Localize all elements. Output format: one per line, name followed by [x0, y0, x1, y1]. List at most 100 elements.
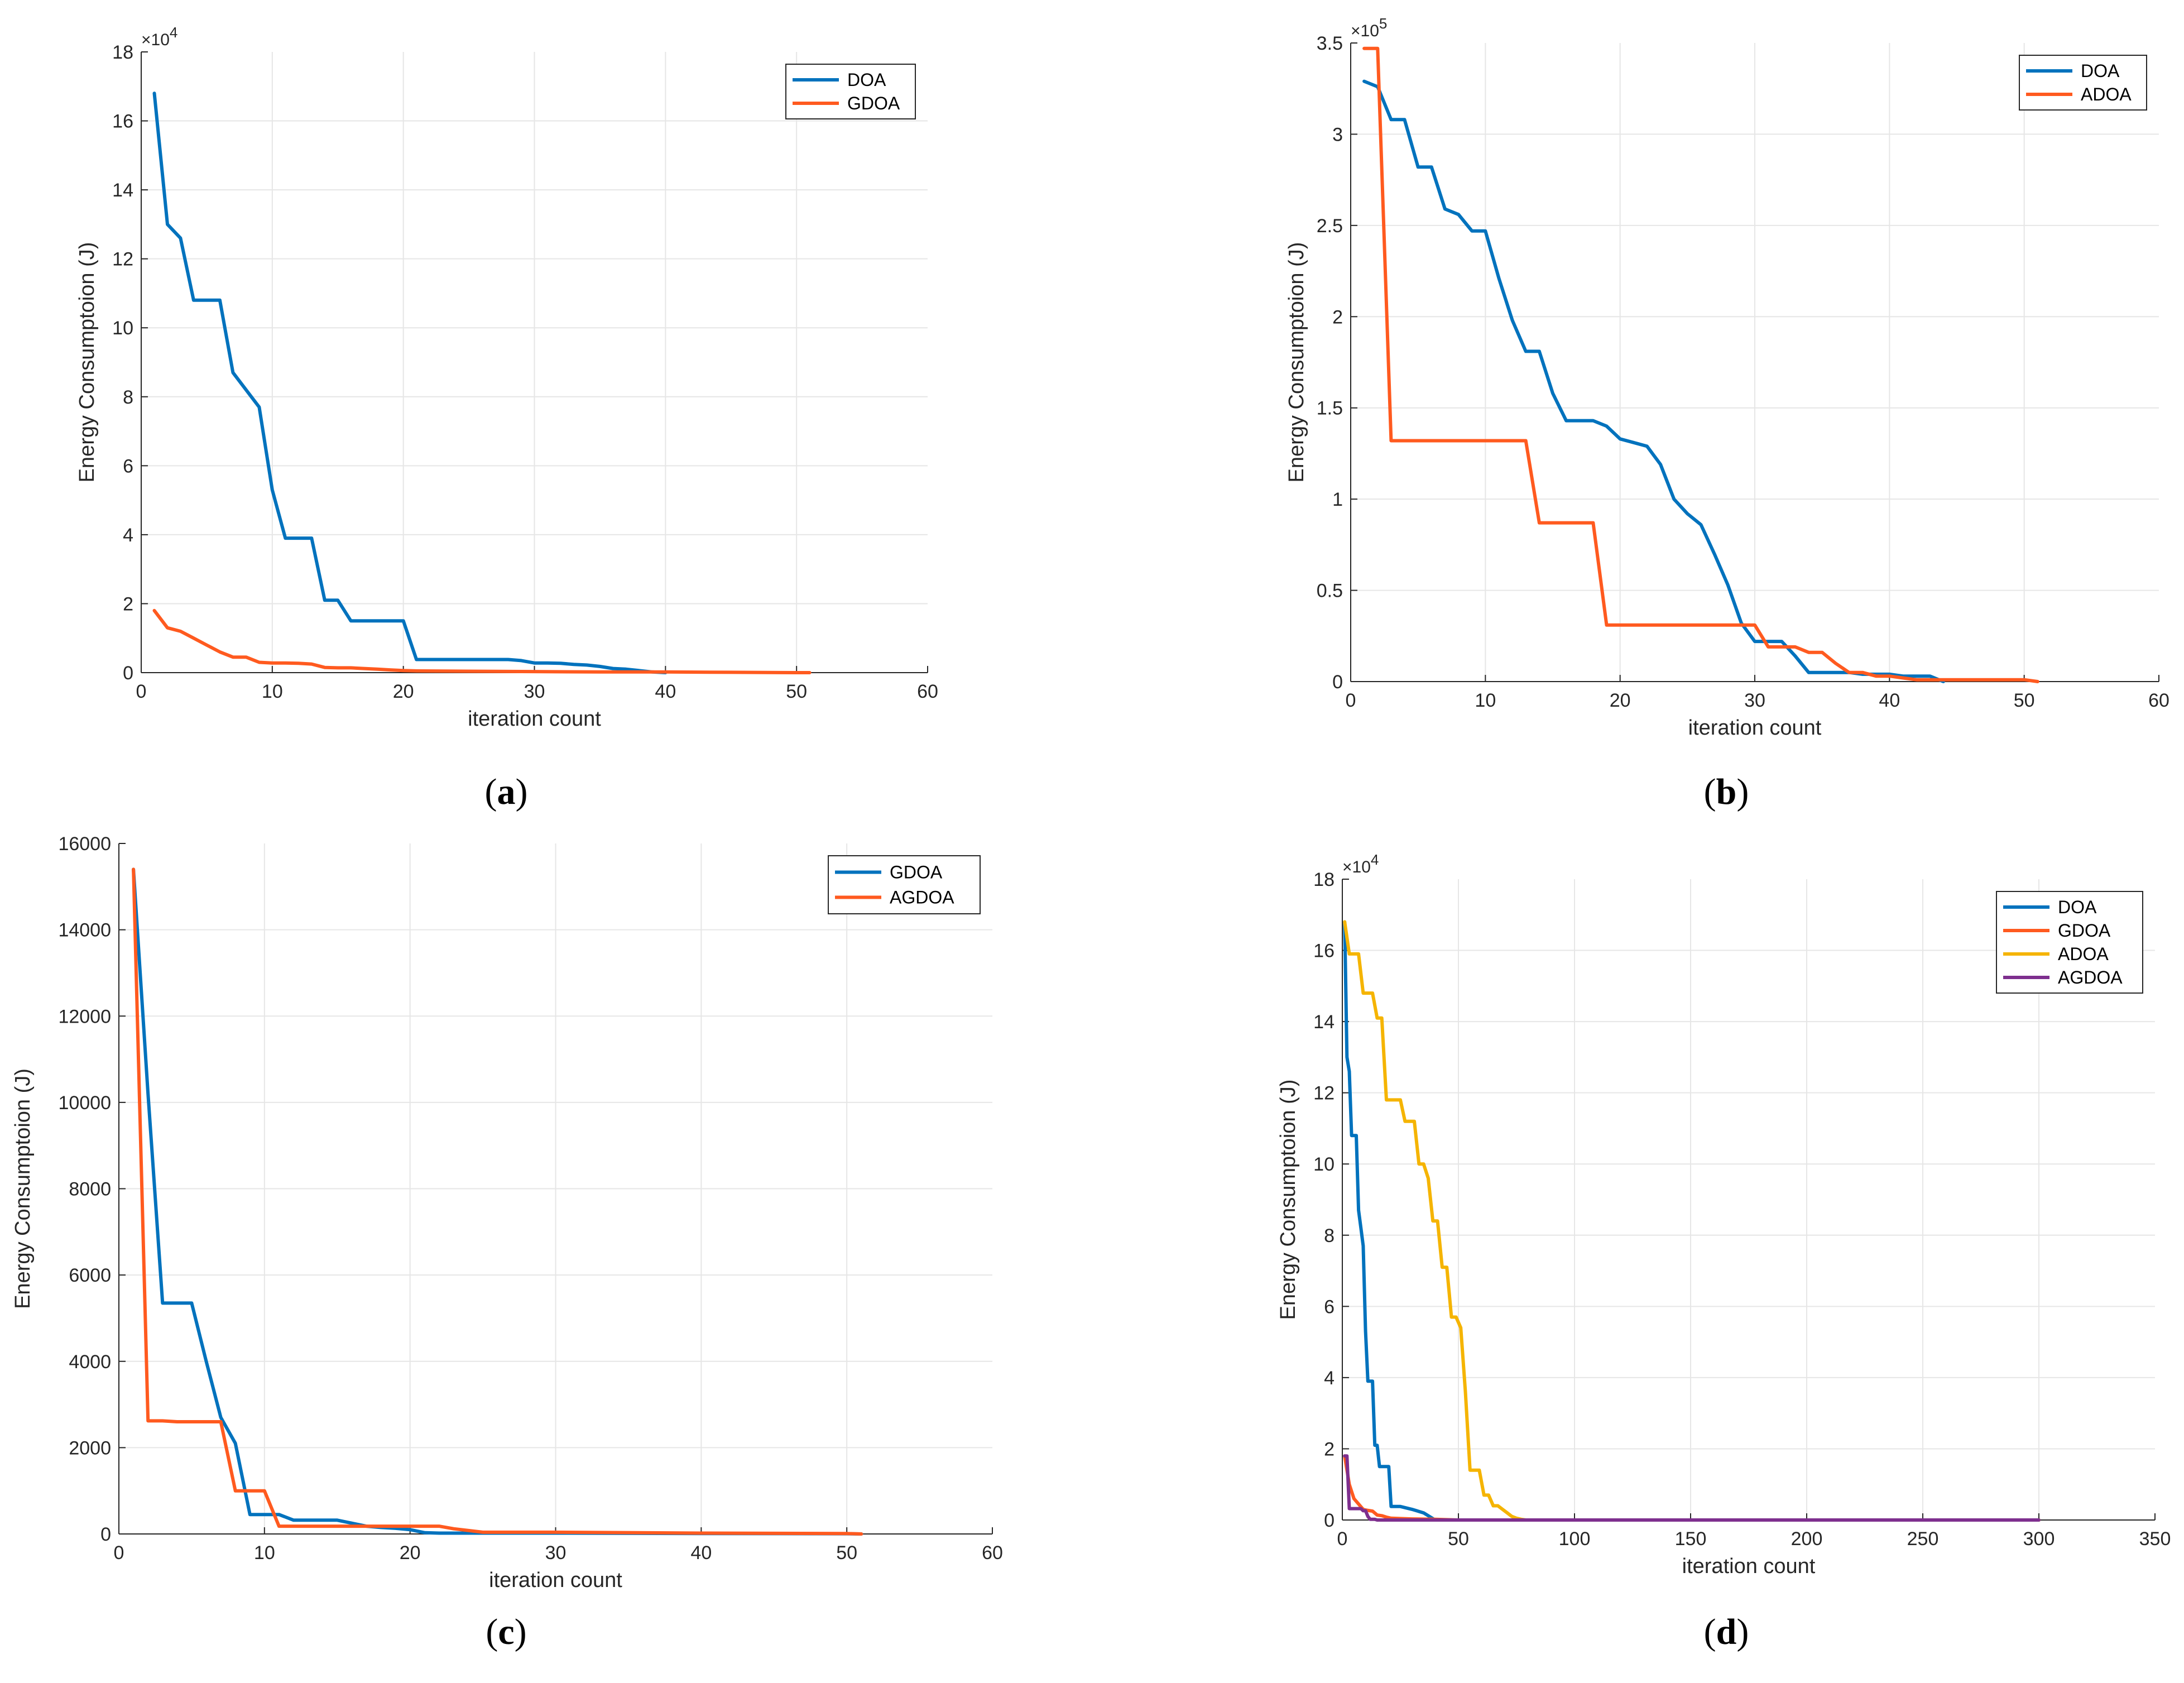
legend-box [828, 855, 981, 914]
series-line-agdoa [132, 867, 863, 1536]
legend-label: ADOA [2058, 944, 2109, 964]
series-line-gdoa [152, 608, 812, 674]
x-tick-label: 300 [2023, 1528, 2055, 1550]
x-tick-label: 10 [262, 681, 283, 702]
legend-label: GDOA [2058, 920, 2111, 941]
y-tick-label: 18 [1313, 869, 1335, 890]
legend-box [2019, 55, 2147, 111]
y-tick-label: 16 [1313, 941, 1335, 962]
panel-caption: (a) [485, 771, 528, 812]
y-tick-label: 3.5 [1317, 33, 1343, 54]
legend-label: GDOA [847, 93, 900, 113]
x-tick-label: 10 [254, 1542, 275, 1564]
y-axis-label: Energy Consumptoion (J) [75, 242, 99, 483]
legend-label: DOA [847, 70, 886, 90]
x-axis-label: iteration count [489, 1569, 622, 1592]
x-axis-label: iteration count [1688, 716, 1822, 740]
x-tick-label: 0 [1337, 1528, 1348, 1550]
x-tick-label: 50 [1448, 1528, 1469, 1550]
y-tick-label: 2 [1332, 306, 1343, 328]
y-multiplier: ×105 [1351, 15, 1387, 40]
panel-caption: (d) [1704, 1612, 1749, 1652]
legend-label: ADOA [2081, 84, 2132, 104]
y-multiplier: ×104 [141, 24, 177, 49]
series-line-doa [1343, 920, 2041, 1522]
series-line-adoa [1362, 46, 2039, 683]
y-axis-label: Energy Consumptoion (J) [11, 1068, 35, 1309]
y-tick-label: 16 [112, 111, 133, 132]
legend: DOA ADOA [2019, 55, 2147, 111]
y-axis-label: Energy Consumptoion (J) [1276, 1080, 1300, 1320]
y-tick-label: 8000 [69, 1179, 111, 1200]
y-axis-label: Energy Consumptoion (J) [1285, 242, 1308, 483]
y-tick-label: 0 [100, 1524, 111, 1545]
series-line-agdoa [1343, 1454, 2041, 1522]
chart-panel-a: 0 10 20 30 40 50 60 0 2 4 6 8 10 12 14 16 18 ×104 iteratio… [75, 24, 938, 812]
chart-panel-b: 0 10 20 30 40 50 60 0 0.5 1 1.5 2 2.5 3 3.5 ×105 iterati… [1285, 15, 2169, 812]
legend: GDOA AGDOA [828, 855, 981, 914]
y-tick-label: 1.5 [1317, 398, 1343, 419]
y-tick-label: 2 [1324, 1439, 1335, 1460]
y-tick-label: 0 [1332, 672, 1343, 693]
x-tick-label: 0 [136, 681, 147, 702]
x-tick-label: 30 [524, 681, 545, 702]
x-tick-label: 100 [1559, 1528, 1591, 1550]
series-line-gdoa [132, 867, 863, 1536]
y-tick-label: 18 [112, 42, 133, 63]
chart-panel-d: 0 50 100 150 200 250 300 350 0 2 4 6 8 10 12 14 16 18 ×104… [1276, 851, 2171, 1652]
y-tick-label: 6 [1324, 1296, 1335, 1317]
y-tick-label: 2.5 [1317, 215, 1343, 237]
panel-caption: (b) [1704, 771, 1749, 812]
x-tick-label: 60 [982, 1542, 1003, 1564]
y-multiplier: ×104 [1342, 851, 1379, 876]
x-tick-label: 0 [114, 1542, 124, 1564]
x-tick-label: 200 [1791, 1528, 1823, 1550]
x-tick-label: 20 [1610, 690, 1631, 711]
y-tick-label: 3 [1332, 124, 1343, 145]
x-tick-label: 60 [917, 681, 938, 702]
x-tick-label: 30 [1744, 690, 1765, 711]
legend-label: DOA [2058, 897, 2097, 917]
y-tick-label: 10 [1313, 1154, 1335, 1175]
x-tick-label: 40 [1879, 690, 1900, 711]
x-tick-label: 40 [690, 1542, 712, 1564]
x-tick-label: 150 [1675, 1528, 1707, 1550]
x-tick-label: 20 [400, 1542, 421, 1564]
series-line-adoa [1343, 920, 2041, 1522]
legend-label: DOA [2081, 61, 2120, 81]
y-tick-label: 12000 [58, 1006, 111, 1027]
y-tick-label: 4000 [69, 1351, 111, 1373]
x-tick-label: 20 [393, 681, 414, 702]
y-tick-label: 0 [1324, 1510, 1335, 1531]
y-tick-label: 4 [123, 525, 133, 546]
x-tick-label: 0 [1346, 690, 1356, 711]
x-tick-label: 350 [2139, 1528, 2171, 1550]
legend-label: AGDOA [2058, 967, 2123, 987]
y-tick-label: 8 [1324, 1225, 1335, 1246]
x-tick-label: 50 [2014, 690, 2035, 711]
y-tick-label: 6 [123, 455, 133, 477]
y-tick-label: 1 [1332, 489, 1343, 510]
y-tick-label: 0.5 [1317, 581, 1343, 602]
chart-panel-c: 0 10 20 30 40 50 60 0 2000 4000 6000 8000 10000 12000… [11, 833, 1003, 1652]
x-tick-label: 250 [1907, 1528, 1939, 1550]
x-tick-label: 60 [2148, 690, 2169, 711]
y-tick-label: 8 [123, 387, 133, 408]
legend-box [785, 64, 916, 119]
y-tick-label: 2000 [69, 1437, 111, 1459]
x-axis-label: iteration count [468, 707, 601, 731]
x-tick-label: 40 [655, 681, 676, 702]
y-tick-label: 14000 [58, 920, 111, 941]
x-axis-label: iteration count [1682, 1555, 1816, 1578]
y-tick-label: 10 [112, 318, 133, 339]
x-tick-label: 10 [1475, 690, 1496, 711]
y-tick-label: 16000 [58, 833, 111, 855]
y-tick-label: 2 [123, 593, 133, 615]
x-tick-label: 50 [786, 681, 807, 702]
x-tick-label: 30 [545, 1542, 567, 1564]
legend: DOA GDOA [785, 64, 916, 119]
y-tick-label: 12 [1313, 1083, 1335, 1104]
y-tick-label: 14 [112, 180, 133, 201]
legend-label: AGDOA [890, 888, 954, 908]
